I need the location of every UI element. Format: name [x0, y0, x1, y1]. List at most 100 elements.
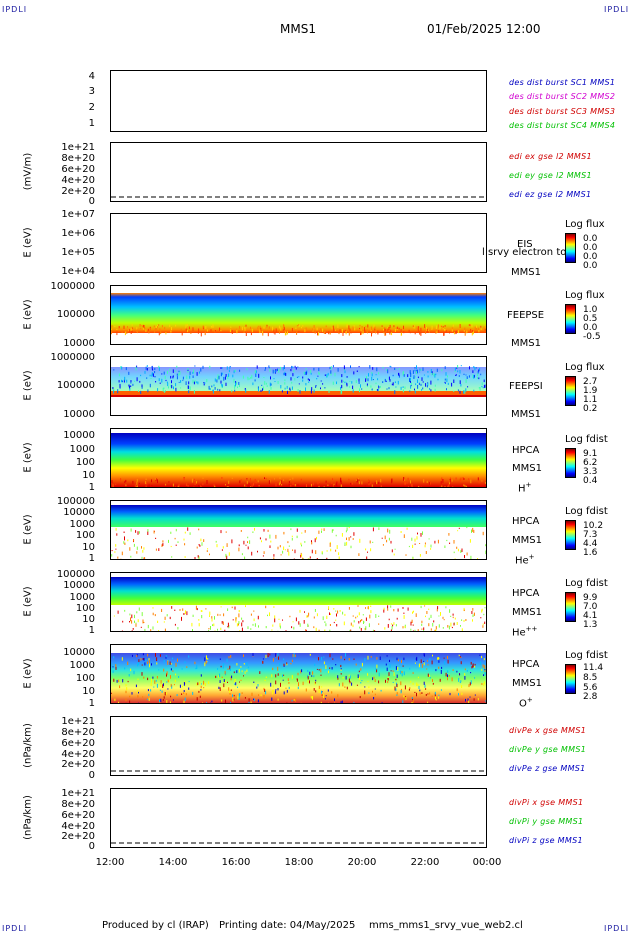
spectrogram-pixel — [227, 376, 229, 379]
spectrogram-pixel — [424, 545, 426, 548]
spectrogram-pixel — [113, 390, 115, 394]
spectrogram-pixel — [293, 626, 295, 630]
spectrogram-pixel — [446, 378, 448, 383]
spectrogram-pixel — [440, 612, 441, 616]
spectrogram-pixel — [201, 615, 203, 619]
spectrogram-pixel — [147, 677, 149, 681]
spectrogram-pixel — [423, 653, 425, 656]
spectrogram-pixel — [387, 528, 389, 533]
spectrogram-pixel — [111, 554, 113, 557]
spectrogram-pixel — [252, 653, 254, 656]
y-tick: 100000 — [56, 309, 95, 320]
spectrogram-pixel — [348, 674, 350, 677]
spectrogram-pixel — [221, 477, 223, 479]
spectrogram-pixel — [423, 662, 425, 666]
spectrogram-pixel — [339, 610, 341, 612]
spectrogram-pixel — [457, 365, 459, 369]
spectrogram-pixel — [131, 324, 133, 326]
spectrogram-pixel — [482, 623, 484, 625]
spectrogram-pixel — [175, 387, 177, 392]
spectrogram-pixel — [137, 531, 139, 535]
spectrogram-pixel — [285, 332, 287, 336]
spectrogram-pixel — [328, 390, 330, 393]
spectrogram-pixel — [242, 375, 244, 379]
spectrogram-pixel — [167, 382, 169, 387]
spectrogram-pixel — [475, 367, 477, 369]
spectrogram-pixel — [228, 552, 230, 556]
spectrogram-pixel — [340, 673, 342, 675]
spectrogram-pixel — [355, 663, 357, 666]
spectrogram-pixel — [130, 328, 132, 331]
spectrogram-pixel — [221, 372, 223, 375]
spectrogram-pixel — [244, 556, 246, 559]
spectrogram-pixel — [270, 376, 271, 380]
spectrogram-pixel — [369, 365, 371, 369]
spectrogram-pixel — [188, 327, 190, 329]
spectrogram-pixel — [186, 375, 188, 380]
spectrogram-pixel — [459, 656, 461, 658]
colorbar-value: 2.7 — [583, 377, 598, 387]
spectrogram-pixel — [225, 382, 227, 386]
spectrogram-pixel — [273, 378, 275, 380]
spectrogram-pixel — [402, 485, 404, 487]
spectrogram-pixel — [427, 375, 429, 378]
spectrogram-pixel — [328, 702, 329, 703]
spectrogram-pixel — [258, 373, 260, 378]
spectrogram-pixel — [141, 325, 143, 327]
spectrogram-pixel — [229, 329, 231, 333]
spectrogram-pixel — [242, 620, 244, 623]
spectrogram-pixel — [431, 328, 433, 330]
spectrogram-pixel — [376, 389, 378, 391]
spectrogram-pixel — [210, 702, 211, 703]
spectrogram-pixel — [402, 626, 404, 629]
spectrogram-pixel — [403, 671, 405, 676]
spectrogram-pixel — [143, 326, 144, 330]
spectrogram-pixel — [265, 626, 267, 629]
spectrogram-pixel — [228, 486, 230, 487]
spectrogram-pixel — [352, 538, 354, 540]
spectrogram-pixel — [148, 693, 150, 696]
spectrogram-pixel — [235, 382, 236, 387]
spectrogram-pixel — [283, 324, 285, 326]
spectrogram-pixel — [256, 482, 258, 484]
spectrogram-pixel — [258, 485, 260, 487]
spectrogram-pixel — [187, 385, 189, 389]
spectrogram-pixel — [183, 477, 185, 481]
spectrogram-pixel — [197, 682, 199, 686]
spectrogram-pixel — [323, 661, 325, 665]
spectrogram-pixel — [400, 332, 402, 336]
spectrogram-pixel — [465, 374, 467, 376]
spectrogram-pixel — [359, 696, 361, 699]
hpca-he2-spectrogram — [111, 577, 486, 631]
spectrogram-pixel — [140, 374, 142, 377]
spectrogram-pixel — [121, 366, 123, 370]
spectrogram-pixel — [209, 615, 210, 617]
spectrogram-pixel — [463, 478, 465, 480]
spectrogram-pixel — [195, 605, 197, 610]
spectrogram-pixel — [185, 326, 187, 329]
spectrogram-pixel — [219, 687, 221, 691]
spectrogram-pixel — [344, 370, 346, 374]
spectrogram-pixel — [413, 610, 414, 613]
spectrogram-pixel — [414, 376, 416, 378]
spectrogram-pixel — [152, 373, 154, 377]
spectrogram-pixel — [186, 611, 188, 616]
colorbar — [565, 448, 576, 478]
spectrogram-pixel — [362, 330, 364, 335]
spectrogram-pixel — [448, 675, 450, 677]
spectrogram-pixel — [243, 330, 245, 333]
spectrogram-pixel — [259, 671, 261, 674]
spectrogram-pixel — [171, 327, 172, 331]
spectrogram-pixel — [382, 544, 384, 546]
spectrogram-pixel — [360, 628, 362, 631]
spectrogram-pixel — [435, 373, 437, 376]
spectrogram-pixel — [201, 610, 203, 612]
spectrogram-pixel — [217, 377, 219, 380]
spectrogram-pixel — [279, 625, 281, 629]
spectrogram-pixel — [315, 385, 317, 387]
spectrogram-pixel — [238, 544, 240, 547]
spectrogram-pixel — [449, 331, 450, 334]
spectrogram-pixel — [448, 625, 450, 630]
spectrogram-pixel — [301, 553, 303, 557]
spectrogram-pixel — [419, 543, 421, 544]
